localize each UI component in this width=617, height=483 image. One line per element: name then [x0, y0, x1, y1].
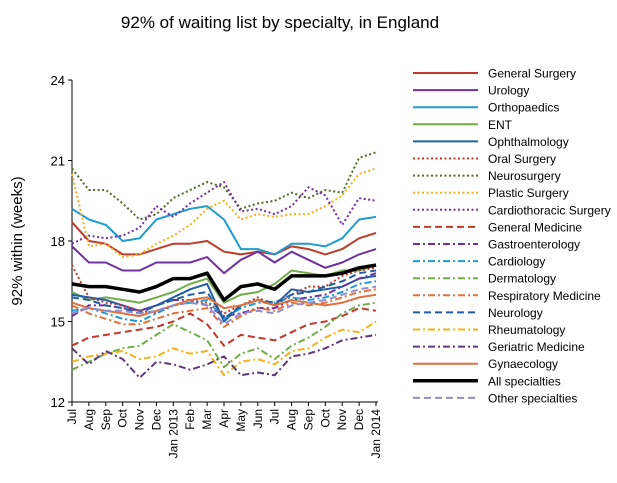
legend-label-respiratory-medicine: Respiratory Medicine	[488, 289, 601, 303]
x-axis-ticks: Jul Aug Sep Oct Nov Dec Jan 2013 Feb Mar Apr May Ju…	[65, 402, 383, 458]
legend-label-orthopaedics: Orthopaedics	[488, 101, 559, 115]
x-tick-label: Oct	[116, 408, 130, 427]
series-line-general-medicine	[71, 307, 377, 347]
legend-label-general-medicine: General Medicine	[488, 220, 582, 234]
legend-label-cardiology: Cardiology	[488, 255, 545, 269]
series-line-urology	[71, 245, 377, 275]
legend-label-neurosurgery: Neurosurgery	[488, 169, 561, 183]
legend-label-neurology: Neurology	[488, 306, 543, 320]
series-line-dermatology	[71, 301, 377, 371]
x-tick-label: Jun	[251, 409, 265, 428]
series-line-orthopaedics	[71, 205, 377, 256]
legend-label-urology: Urology	[488, 84, 529, 98]
x-tick-label: May	[234, 409, 248, 432]
x-tick-label: Aug	[82, 409, 96, 430]
legend-label-oral-surgery: Oral Surgery	[488, 152, 556, 166]
y-tick-label: 12	[51, 395, 65, 410]
series-line-ophthalmology	[71, 274, 377, 323]
series-line-rheumatology	[71, 320, 377, 377]
x-tick-label: Dec	[352, 409, 366, 430]
y-tick-label: 24	[51, 73, 65, 88]
legend-label-ent: ENT	[488, 118, 513, 132]
series-line-neurosurgery	[71, 151, 377, 221]
legend-label-gastroenterology: Gastroenterology	[488, 238, 580, 252]
legend-label-geriatric-medicine: Geriatric Medicine	[488, 340, 585, 354]
legend-label-plastic-surgery: Plastic Surgery	[488, 186, 569, 200]
legend-label-ophthalmology: Ophthalmology	[488, 135, 569, 149]
x-tick-label: Jan 2014	[369, 409, 383, 459]
series-line-other-specialties	[71, 285, 377, 326]
y-axis-label: 92% within (weeks)	[9, 176, 26, 305]
series-line-cardiothoracic-surgery	[71, 181, 377, 245]
legend-label-gynaecology: Gynaecology	[488, 357, 558, 371]
legend-label-general-surgery: General Surgery	[488, 67, 576, 81]
x-tick-label: Sep	[99, 409, 113, 431]
legend: General Surgery Urology Orthopaedics ENT Oph…	[413, 67, 611, 405]
x-tick-label: Aug	[285, 409, 299, 430]
series-line-geriatric-medicine	[71, 333, 377, 379]
y-tick-label: 18	[51, 234, 65, 249]
series-line-gynaecology	[71, 293, 377, 318]
y-tick-label: 15	[51, 315, 65, 330]
series-line-cardiology	[71, 280, 377, 323]
series-line-gastroenterology	[71, 272, 377, 318]
legend-label-all-specialties: All specialties	[488, 374, 561, 388]
series-lines	[71, 151, 377, 379]
x-tick-label: Apr	[217, 409, 231, 428]
x-tick-label: Jul	[65, 409, 79, 424]
chart-title: 92% of waiting list by specialty, in Eng…	[121, 13, 439, 32]
x-tick-label: Jan 2013	[166, 409, 180, 459]
x-tick-label: Sep	[301, 409, 315, 431]
legend-label-other-specialties: Other specialties	[488, 391, 577, 405]
legend-label-rheumatology: Rheumatology	[488, 323, 565, 337]
x-tick-label: Feb	[183, 409, 197, 430]
series-line-plastic-surgery	[71, 167, 377, 259]
y-tick-label: 21	[51, 154, 65, 169]
x-tick-label: Oct	[318, 408, 332, 427]
x-tick-label: Jul	[268, 409, 282, 424]
x-tick-label: Nov	[133, 409, 147, 430]
legend-label-cardiothoracic-surgery: Cardiothoracic Surgery	[488, 203, 611, 217]
series-line-general-surgery	[71, 221, 377, 256]
x-tick-label: Dec	[149, 409, 163, 430]
series-line-all-specialties	[71, 263, 377, 302]
x-tick-label: Mar	[200, 409, 214, 430]
y-axis-ticks: 12 15 18 21 24	[51, 73, 72, 410]
x-tick-label: Nov	[335, 409, 349, 430]
series-line-respiratory-medicine	[71, 288, 377, 328]
legend-label-dermatology: Dermatology	[488, 272, 556, 286]
